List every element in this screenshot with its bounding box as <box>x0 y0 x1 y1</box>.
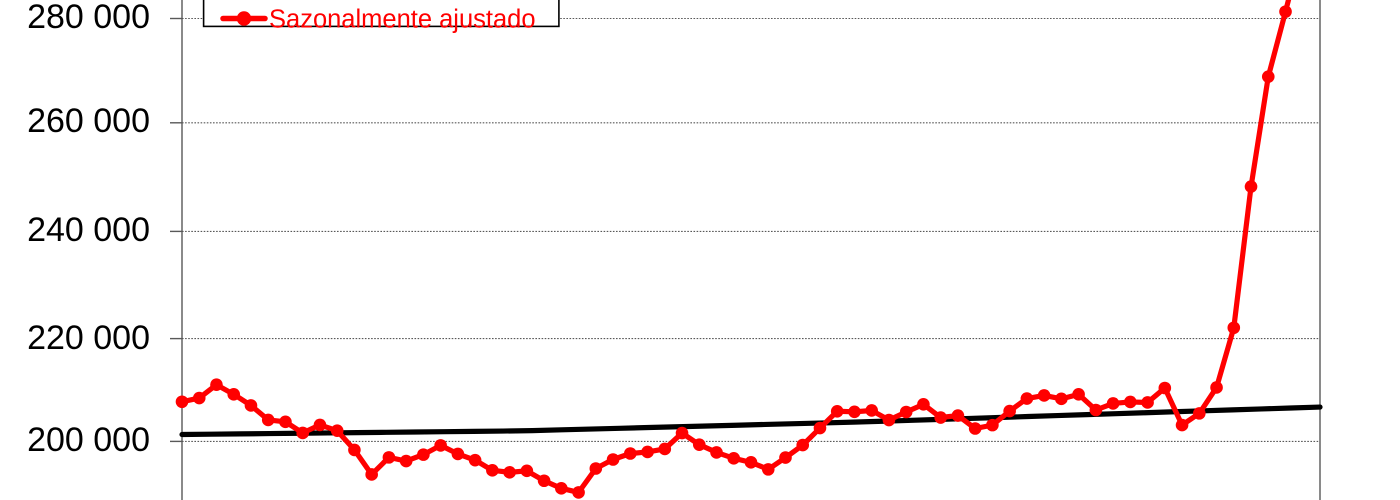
svg-text:Sazonalmente ajustado: Sazonalmente ajustado <box>269 6 536 34</box>
